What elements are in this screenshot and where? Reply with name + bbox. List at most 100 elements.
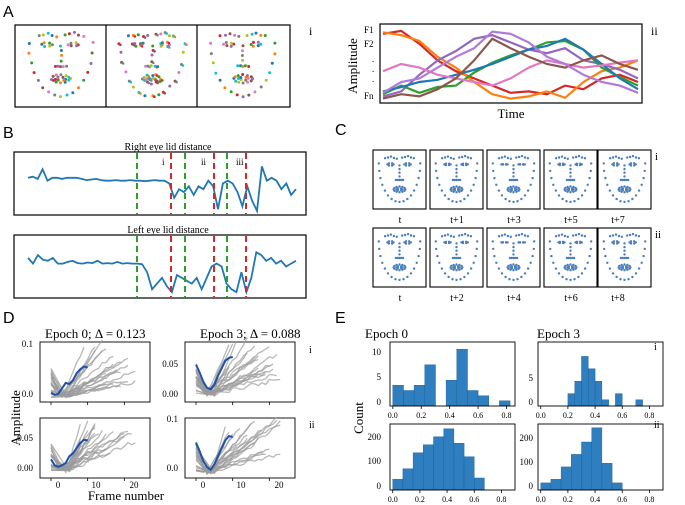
landmark-point [634, 234, 638, 237]
landmark-point [455, 171, 458, 174]
landmark-point [245, 34, 249, 37]
left-eye-title: Left eye lid distance [127, 225, 209, 236]
series-line-violet [382, 30, 639, 94]
landmark-point [458, 256, 462, 260]
x-tick-label: 0.6 [473, 411, 483, 420]
landmark-point [403, 267, 406, 270]
landmark-point [418, 169, 421, 173]
panel-a-amplitude-plot: F1 F2 . . . Fn Amplitude Time [345, 23, 643, 121]
landmark-point [401, 156, 404, 159]
landmark-point [387, 240, 391, 243]
landmark-point [240, 54, 244, 57]
histogram-bar [567, 393, 575, 407]
landmark-point [459, 278, 462, 281]
panel-d-curves: Epoch 0; Δ = 0.123 Epoch 3; Δ = 0.088 Am… [8, 326, 315, 503]
landmark-point [386, 272, 390, 275]
face-frame [597, 227, 652, 288]
x-tick-label: 0.4 [445, 411, 455, 420]
landmark-point [567, 178, 570, 182]
landmark-point [492, 169, 495, 173]
time-label: t+4 [507, 293, 520, 304]
landmark-point [518, 241, 522, 244]
landmark-point [466, 156, 470, 159]
landmark-point [565, 200, 568, 203]
landmark-point [434, 240, 437, 243]
axes-frame [184, 417, 296, 479]
landmark-point [561, 162, 565, 165]
landmark-point [241, 95, 245, 99]
landmark-point [619, 178, 623, 182]
landmark-point [608, 267, 612, 270]
landmark-point [508, 278, 511, 281]
landmark-point [512, 263, 515, 266]
landmark-point [395, 235, 398, 238]
landmark-point [637, 157, 641, 160]
histogram-bar [571, 454, 582, 491]
landmark-point [412, 157, 416, 160]
histogram-bar [601, 463, 613, 491]
eyelid-series [27, 166, 297, 296]
landmark-point [572, 156, 575, 159]
landmark-point [50, 34, 54, 37]
landmark-point [30, 61, 34, 65]
landmark-point [517, 189, 520, 192]
colored-face-landmarks [117, 31, 188, 98]
landmark-point [563, 234, 567, 238]
landmark-point [223, 86, 227, 90]
landmark-point [119, 43, 122, 47]
landmark-point [406, 275, 409, 279]
landmark-point [583, 235, 587, 238]
histogram-bar [456, 349, 468, 407]
landmark-point [32, 71, 36, 75]
landmark-point [461, 240, 465, 243]
landmark-point [398, 178, 401, 182]
landmark-point [256, 40, 260, 44]
landmark-point [37, 34, 41, 38]
landmark-point [389, 155, 393, 158]
landmark-point [637, 189, 641, 192]
landmark-point [173, 35, 177, 39]
landmark-point [589, 247, 592, 251]
landmark-point [569, 167, 572, 171]
landmark-point [403, 186, 406, 190]
landmark-point [466, 194, 470, 197]
landmark-point [565, 178, 569, 182]
landmark-point [36, 78, 40, 82]
landmark-point [443, 194, 447, 197]
landmark-point [626, 185, 629, 189]
landmark-point [644, 162, 647, 165]
landmark-point [579, 240, 582, 243]
landmark-point [181, 64, 185, 67]
landmark-point [620, 157, 623, 160]
roman-d-ii: ii [309, 420, 315, 431]
landmark-point [56, 78, 60, 82]
landmark-point [509, 157, 512, 160]
landmark-point [504, 275, 507, 279]
landmark-point [629, 240, 633, 243]
landmark-point [452, 235, 455, 238]
time-label: t+6 [564, 293, 577, 304]
landmark-point [71, 91, 75, 95]
histogram-bar [581, 441, 592, 491]
landmark-point [508, 178, 512, 182]
landmark-point [241, 58, 245, 62]
landmark-point [624, 267, 628, 270]
sample-curve [50, 346, 85, 397]
landmark-point [90, 51, 94, 55]
tick-label: 0 [529, 397, 534, 407]
landmark-point [27, 42, 31, 45]
landmark-point [447, 275, 450, 279]
landmark-point [209, 41, 213, 45]
landmark-point [67, 78, 71, 82]
landmark-point [390, 240, 394, 243]
landmark-point [387, 162, 391, 165]
landmark-point [390, 242, 394, 245]
landmark-point [61, 75, 65, 79]
landmark-point [572, 256, 576, 260]
landmark-point [623, 269, 626, 272]
landmark-point [628, 267, 631, 270]
landmark-point [577, 154, 581, 158]
histogram-bar [540, 482, 552, 491]
histogram-bar [445, 380, 458, 407]
landmark-point [157, 75, 161, 79]
